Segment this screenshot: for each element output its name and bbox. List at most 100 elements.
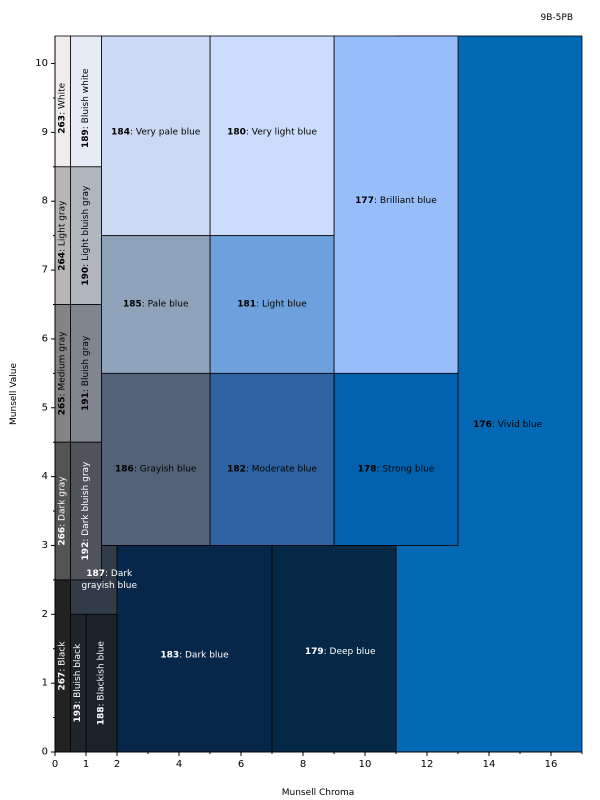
region-192 [70, 441, 102, 581]
y-tick-label: 0 [42, 747, 48, 758]
region-code: 184 [111, 127, 130, 137]
region-code: 265 [58, 396, 68, 415]
y-tick-label: 4 [42, 471, 48, 482]
region-code: 189 [81, 129, 91, 148]
region-189 [70, 35, 102, 168]
region-code: 179 [305, 647, 324, 657]
region-191 [70, 304, 102, 443]
region-name: : Brilliant blue [374, 196, 437, 206]
region-label-267: 267: Black [58, 641, 68, 691]
region-label-187: 187: Dark [86, 569, 133, 579]
region-name: : Light gray [58, 200, 68, 252]
region-label-178: 178: Strong blue [358, 465, 435, 475]
y-tick-label: 1 [42, 678, 48, 689]
region-label-191: 191: Bluish gray [81, 335, 91, 411]
y-tick-label: 6 [42, 333, 48, 344]
region-name: : Light blue [256, 300, 307, 310]
region-label-187-line2: grayish blue [82, 581, 138, 591]
y-tick-label: 8 [42, 196, 48, 207]
region-name: : Blackish blue [97, 641, 107, 707]
region-label-185: 185: Pale blue [123, 300, 189, 310]
region-name: : Black [58, 641, 68, 672]
region-label-264: 264: Light gray [58, 200, 68, 271]
region-182 [209, 372, 335, 546]
region-code: 182 [227, 465, 246, 475]
region-code: 192 [81, 542, 91, 561]
region-code: 178 [358, 465, 377, 475]
region-name: : Dark blue [179, 651, 229, 661]
region-name: : Very pale blue [130, 127, 201, 137]
x-tick-label: 2 [114, 759, 120, 770]
hue-label: 9B-5PB [540, 13, 573, 23]
region-label-190: 190: Light bluish gray [81, 185, 91, 286]
region-label-184: 184: Very pale blue [111, 127, 201, 137]
region-186 [101, 372, 211, 546]
region-name: : Dark bluish gray [81, 461, 91, 542]
y-tick-label: 3 [42, 540, 48, 551]
region-code: 263 [58, 115, 68, 134]
region-label-186: 186: Grayish blue [115, 465, 197, 475]
region-code: 267 [58, 672, 68, 691]
region-name: : Dark gray [58, 476, 68, 527]
x-tick-label: 10 [359, 759, 372, 770]
region-code: 186 [115, 465, 134, 475]
region-name: : Deep blue [324, 647, 376, 657]
region-code: 176 [473, 420, 492, 430]
region-name: : Grayish blue [134, 465, 197, 475]
region-label-263: 263: White [58, 82, 68, 133]
region-label-181: 181: Light blue [237, 300, 307, 310]
region-label-192: 192: Dark bluish gray [81, 461, 91, 561]
region-label-176: 176: Vivid blue [473, 420, 542, 430]
region-188 [85, 613, 118, 753]
region-name: : Vivid blue [492, 420, 543, 430]
region-name: : White [58, 82, 68, 115]
region-name: : Bluish gray [81, 335, 91, 392]
region-code: 177 [355, 196, 374, 206]
region-label-183: 183: Dark blue [160, 651, 229, 661]
region-label-265: 265: Medium gray [58, 331, 68, 415]
region-name: : Strong blue [376, 465, 434, 475]
region-name: : Very light blue [246, 127, 318, 137]
region-code: 266 [58, 527, 68, 546]
region-code: 181 [237, 300, 256, 310]
x-tick-label: 14 [483, 759, 496, 770]
region-190 [70, 166, 102, 305]
y-tick-label: 9 [42, 127, 48, 138]
region-label-179: 179: Deep blue [305, 647, 376, 657]
region-name: : Dark [105, 569, 133, 579]
region-code: 188 [97, 706, 107, 725]
x-axis-label: Munsell Chroma [282, 788, 355, 798]
region-name: : Bluish black [73, 643, 83, 704]
region-label-266: 266: Dark gray [58, 476, 68, 546]
region-178 [333, 372, 459, 546]
region-code: 187 [86, 569, 105, 579]
region-code: 191 [81, 392, 91, 411]
region-code: 264 [58, 252, 68, 271]
region-name: : Moderate blue [246, 465, 317, 475]
region-code: 190 [81, 267, 91, 286]
region-name: : Pale blue [142, 300, 189, 310]
region-179 [271, 545, 397, 753]
region-label-177: 177: Brilliant blue [355, 196, 437, 206]
region-177 [333, 35, 459, 374]
region-code: 183 [160, 651, 179, 661]
y-tick-label: 10 [35, 58, 48, 69]
x-tick-label: 6 [238, 759, 244, 770]
region-code: 180 [227, 127, 246, 137]
region-label-180: 180: Very light blue [227, 127, 317, 137]
region-180 [209, 35, 335, 237]
region-name: : Medium gray [58, 331, 68, 397]
x-tick-label: 12 [421, 759, 434, 770]
y-tick-label: 5 [42, 402, 48, 413]
x-tick-label: 4 [176, 759, 182, 770]
region-name: : Light bluish gray [81, 185, 91, 267]
y-tick-label: 2 [42, 609, 48, 620]
region-name: : Bluish white [81, 68, 91, 129]
x-tick-label: 16 [545, 759, 558, 770]
region-code: 193 [73, 704, 83, 723]
region-label-188: 188: Blackish blue [97, 641, 107, 726]
y-tick-label: 7 [42, 265, 48, 276]
region-code: 185 [123, 300, 142, 310]
x-tick-label: 1 [83, 759, 89, 770]
